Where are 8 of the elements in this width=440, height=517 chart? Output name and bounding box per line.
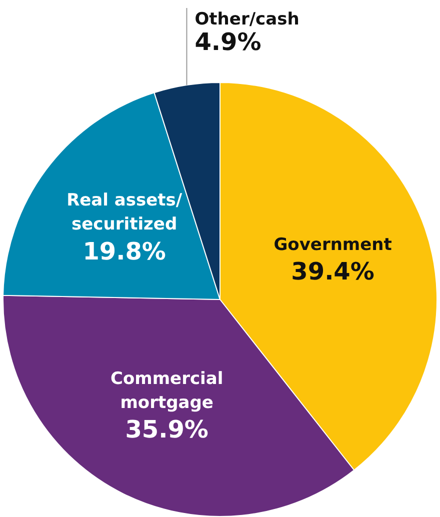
- slice-label: Commercial mortgage: [110, 368, 224, 413]
- slice-label: Government: [274, 234, 392, 255]
- slice-label: Real assets/ securitized: [66, 190, 183, 235]
- data-label: 35.9%: [125, 416, 208, 444]
- slice-label: Other/cash: [194, 9, 300, 30]
- data-label: 39.4%: [291, 258, 374, 286]
- data-label: 4.9%: [194, 28, 262, 56]
- data-label: 19.8%: [82, 237, 166, 266]
